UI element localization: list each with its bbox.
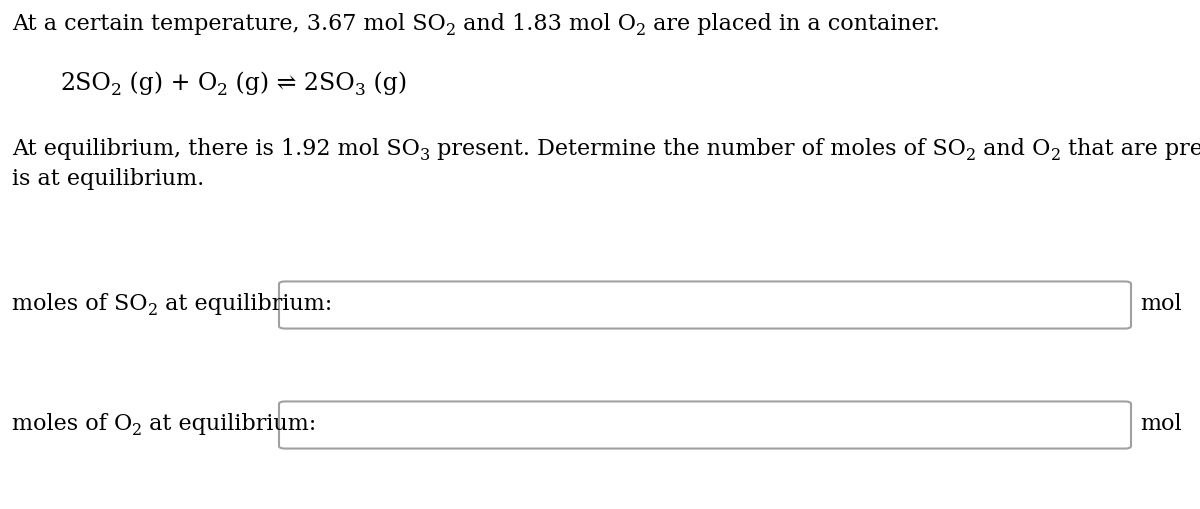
Text: and O: and O [976,138,1050,160]
Text: mol: mol [1140,413,1182,435]
Text: (g) ⇌ 2SO: (g) ⇌ 2SO [228,71,355,95]
Text: and 1.83 mol O: and 1.83 mol O [456,13,636,35]
Text: (g) + O: (g) + O [121,71,217,95]
Text: 2: 2 [966,147,976,164]
Text: 2: 2 [217,82,228,99]
Text: (g): (g) [366,71,407,95]
Text: 3: 3 [420,147,430,164]
Text: 2SO: 2SO [60,72,110,95]
FancyBboxPatch shape [278,402,1130,448]
Text: 2: 2 [148,302,157,319]
Text: 2: 2 [636,22,646,39]
Text: 2: 2 [110,82,121,99]
Text: At a certain temperature, 3.67 mol SO: At a certain temperature, 3.67 mol SO [12,13,445,35]
Text: moles of O: moles of O [12,413,132,435]
FancyBboxPatch shape [278,281,1130,328]
Text: mol: mol [1140,293,1182,315]
Text: 2: 2 [445,22,456,39]
Text: At equilibrium, there is 1.92 mol SO: At equilibrium, there is 1.92 mol SO [12,138,420,160]
Text: at equilibrium:: at equilibrium: [157,293,332,315]
Text: present. Determine the number of moles of SO: present. Determine the number of moles o… [430,138,966,160]
Text: at equilibrium:: at equilibrium: [143,413,317,435]
Text: is at equilibrium.: is at equilibrium. [12,168,204,190]
Text: 3: 3 [355,82,366,99]
Text: moles of SO: moles of SO [12,293,148,315]
Text: that are present when the reaction: that are present when the reaction [1061,138,1200,160]
Text: 2: 2 [1050,147,1061,164]
Text: are placed in a container.: are placed in a container. [646,13,940,35]
Text: 2: 2 [132,422,143,439]
